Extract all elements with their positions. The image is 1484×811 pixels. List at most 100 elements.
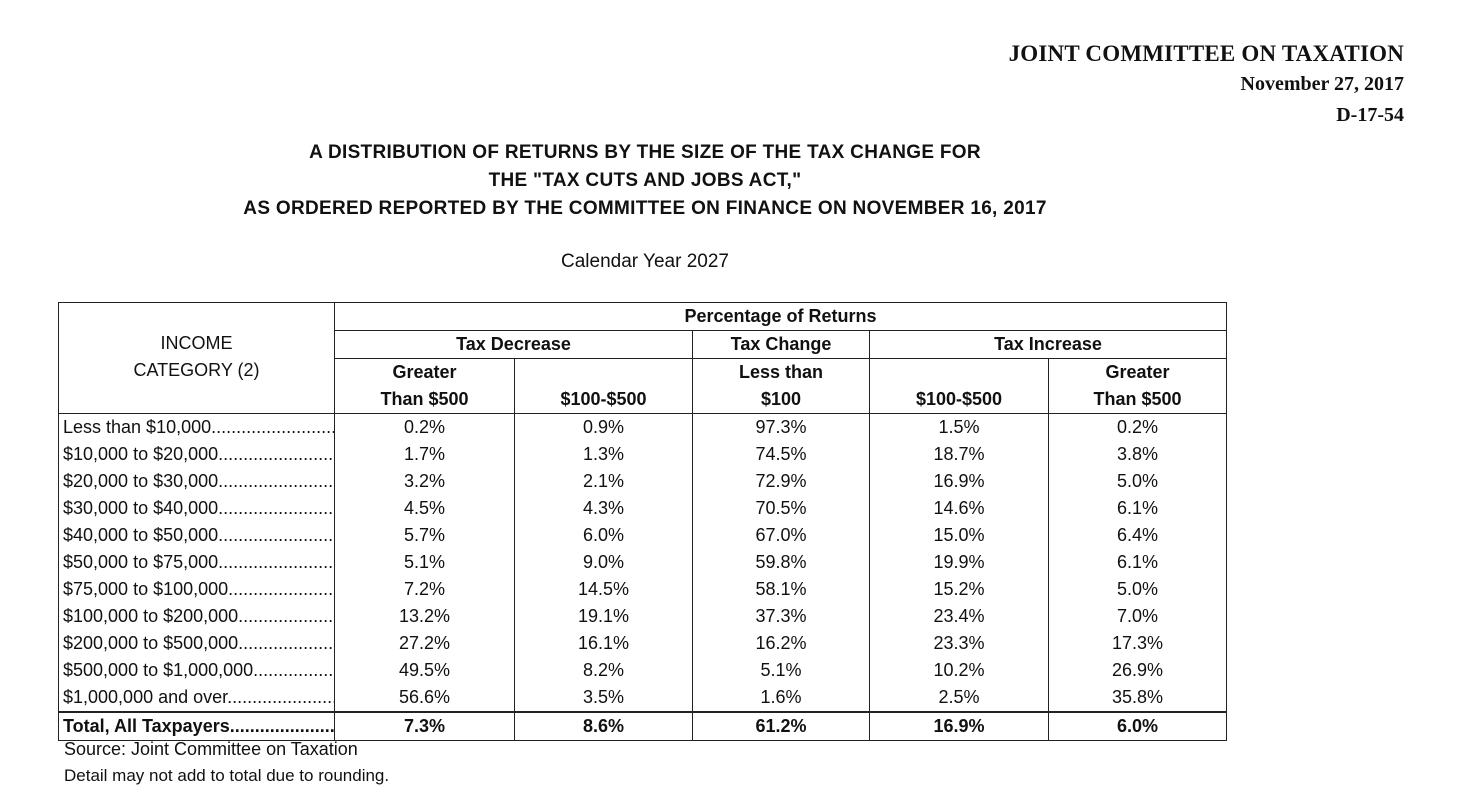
value-cell: 3.2% <box>334 468 515 495</box>
value-cell: 23.4% <box>869 603 1049 630</box>
value-cell: 74.5% <box>692 441 870 468</box>
value-cell: 19.9% <box>869 549 1049 576</box>
value-cell: 15.0% <box>869 522 1049 549</box>
value-cell: 6.0% <box>514 522 693 549</box>
value-cell: 49.5% <box>334 657 515 684</box>
total-value-cell: 7.3% <box>334 711 515 741</box>
value-cell: 26.9% <box>1048 657 1228 684</box>
income-category-cell: $10,000 to $20,000......................… <box>58 441 335 468</box>
value-cell: 10.2% <box>869 657 1049 684</box>
value-cell: 1.3% <box>514 441 693 468</box>
income-category-cell: $200,000 to $500,000....................… <box>58 630 335 657</box>
value-cell: 35.8% <box>1048 684 1228 712</box>
header-row-1: INCOME CATEGORY (2) Percentage of Return… <box>58 302 1228 414</box>
total-value-cell: 8.6% <box>514 711 693 741</box>
table-row: Less than $10,000.......................… <box>58 413 1228 441</box>
income-category-cell: $100,000 to $200,000....................… <box>58 603 335 630</box>
value-cell: 5.1% <box>334 549 515 576</box>
source-note: Source: Joint Committee on Taxation <box>64 739 358 759</box>
value-cell: 27.2% <box>334 630 515 657</box>
income-category-header: INCOME CATEGORY (2) <box>58 302 335 414</box>
table-row: $50,000 to $75,000......................… <box>58 549 1228 576</box>
value-cell: 2.5% <box>869 684 1049 712</box>
value-cell: 15.2% <box>869 576 1049 603</box>
value-cell: 1.6% <box>692 684 870 712</box>
table-row: $500,000 to $1,000,000..................… <box>58 657 1228 684</box>
value-cell: 18.7% <box>869 441 1049 468</box>
table-row: $75,000 to $100,000.....................… <box>58 576 1228 603</box>
header-row-2: Tax Decrease Tax Change Tax Increase <box>59 330 1228 359</box>
table-row: $20,000 to $30,000......................… <box>58 468 1228 495</box>
tax-increase-header: Tax Increase <box>868 330 1228 359</box>
col3-header-a: Less than <box>692 358 870 386</box>
header-row-3: Greater Less than Greater <box>59 358 1228 386</box>
value-cell: 17.3% <box>1048 630 1228 657</box>
income-category-cell: $500,000 to $1,000,000..................… <box>58 657 335 684</box>
value-cell: 4.5% <box>334 495 515 522</box>
value-cell: 4.3% <box>514 495 693 522</box>
table-row: $30,000 to $40,000......................… <box>58 495 1228 522</box>
income-category-cell: $50,000 to $75,000......................… <box>58 549 335 576</box>
col4-header-a <box>869 358 1049 386</box>
col1-header-a: Greater <box>334 358 515 386</box>
value-cell: 14.5% <box>514 576 693 603</box>
value-cell: 97.3% <box>692 413 870 441</box>
value-cell: 1.7% <box>334 441 515 468</box>
income-category-cell: $20,000 to $30,000......................… <box>58 468 335 495</box>
calendar-year: Calendar Year 2027 <box>561 251 729 272</box>
value-cell: 14.6% <box>869 495 1049 522</box>
value-cell: 1.5% <box>869 413 1049 441</box>
report-title-line-1: A DISTRIBUTION OF RETURNS BY THE SIZE OF… <box>309 142 981 163</box>
value-cell: 3.8% <box>1048 441 1228 468</box>
income-category-cell: $30,000 to $40,000......................… <box>58 495 335 522</box>
total-value-cell: 61.2% <box>692 711 870 741</box>
table-row: $10,000 to $20,000......................… <box>58 441 1228 468</box>
value-cell: 70.5% <box>692 495 870 522</box>
total-value-cell: 6.0% <box>1048 711 1228 741</box>
value-cell: 58.1% <box>692 576 870 603</box>
value-cell: 72.9% <box>692 468 870 495</box>
value-cell: 5.0% <box>1048 576 1228 603</box>
value-cell: 8.2% <box>514 657 693 684</box>
col2-header-a <box>514 358 693 386</box>
value-cell: 3.5% <box>514 684 693 712</box>
income-category-cell: Less than $10,000.......................… <box>58 413 335 441</box>
col3-header-b: $100 <box>692 386 870 414</box>
total-row: Total, All Taxpayers....................… <box>58 711 1228 741</box>
value-cell: 13.2% <box>334 603 515 630</box>
value-cell: 56.6% <box>334 684 515 712</box>
value-cell: 9.0% <box>514 549 693 576</box>
rounding-note: Detail may not add to total due to round… <box>64 766 390 785</box>
value-cell: 0.9% <box>514 413 693 441</box>
distribution-table: INCOME CATEGORY (2) Percentage of Return… <box>58 302 1228 741</box>
value-cell: 16.9% <box>869 468 1049 495</box>
value-cell: 16.2% <box>692 630 870 657</box>
report-date: November 27, 2017 <box>1240 73 1405 95</box>
document-id: D-17-54 <box>1336 104 1404 126</box>
value-cell: 6.1% <box>1048 549 1228 576</box>
total-value-cell: 16.9% <box>869 711 1049 741</box>
income-category-cell: $40,000 to $50,000......................… <box>58 522 335 549</box>
table-row: $200,000 to $500,000....................… <box>58 630 1228 657</box>
col5-header-b: Than $500 <box>1047 386 1228 414</box>
value-cell: 5.0% <box>1048 468 1228 495</box>
table-row: $100,000 to $200,000....................… <box>58 603 1228 630</box>
value-cell: 67.0% <box>692 522 870 549</box>
value-cell: 16.1% <box>514 630 693 657</box>
col5-header-a: Greater <box>1047 358 1228 386</box>
value-cell: 0.2% <box>334 413 515 441</box>
value-cell: 7.2% <box>334 576 515 603</box>
table-row: $40,000 to $50,000......................… <box>58 522 1228 549</box>
col1-header-b: Than $500 <box>334 386 515 414</box>
income-category-cell: $75,000 to $100,000.....................… <box>58 576 335 603</box>
value-cell: 23.3% <box>869 630 1049 657</box>
org-name: JOINT COMMITTEE ON TAXATION <box>1008 41 1404 66</box>
col4-header: $100-$500 <box>869 386 1049 414</box>
income-header-line-1: INCOME <box>160 333 233 353</box>
value-cell: 59.8% <box>692 549 870 576</box>
value-cell: 2.1% <box>514 468 693 495</box>
income-header-line-2: CATEGORY (2) <box>133 360 260 380</box>
value-cell: 37.3% <box>692 603 870 630</box>
value-cell: 0.2% <box>1048 413 1228 441</box>
report-title-line-2: THE "TAX CUTS AND JOBS ACT," <box>488 170 802 191</box>
